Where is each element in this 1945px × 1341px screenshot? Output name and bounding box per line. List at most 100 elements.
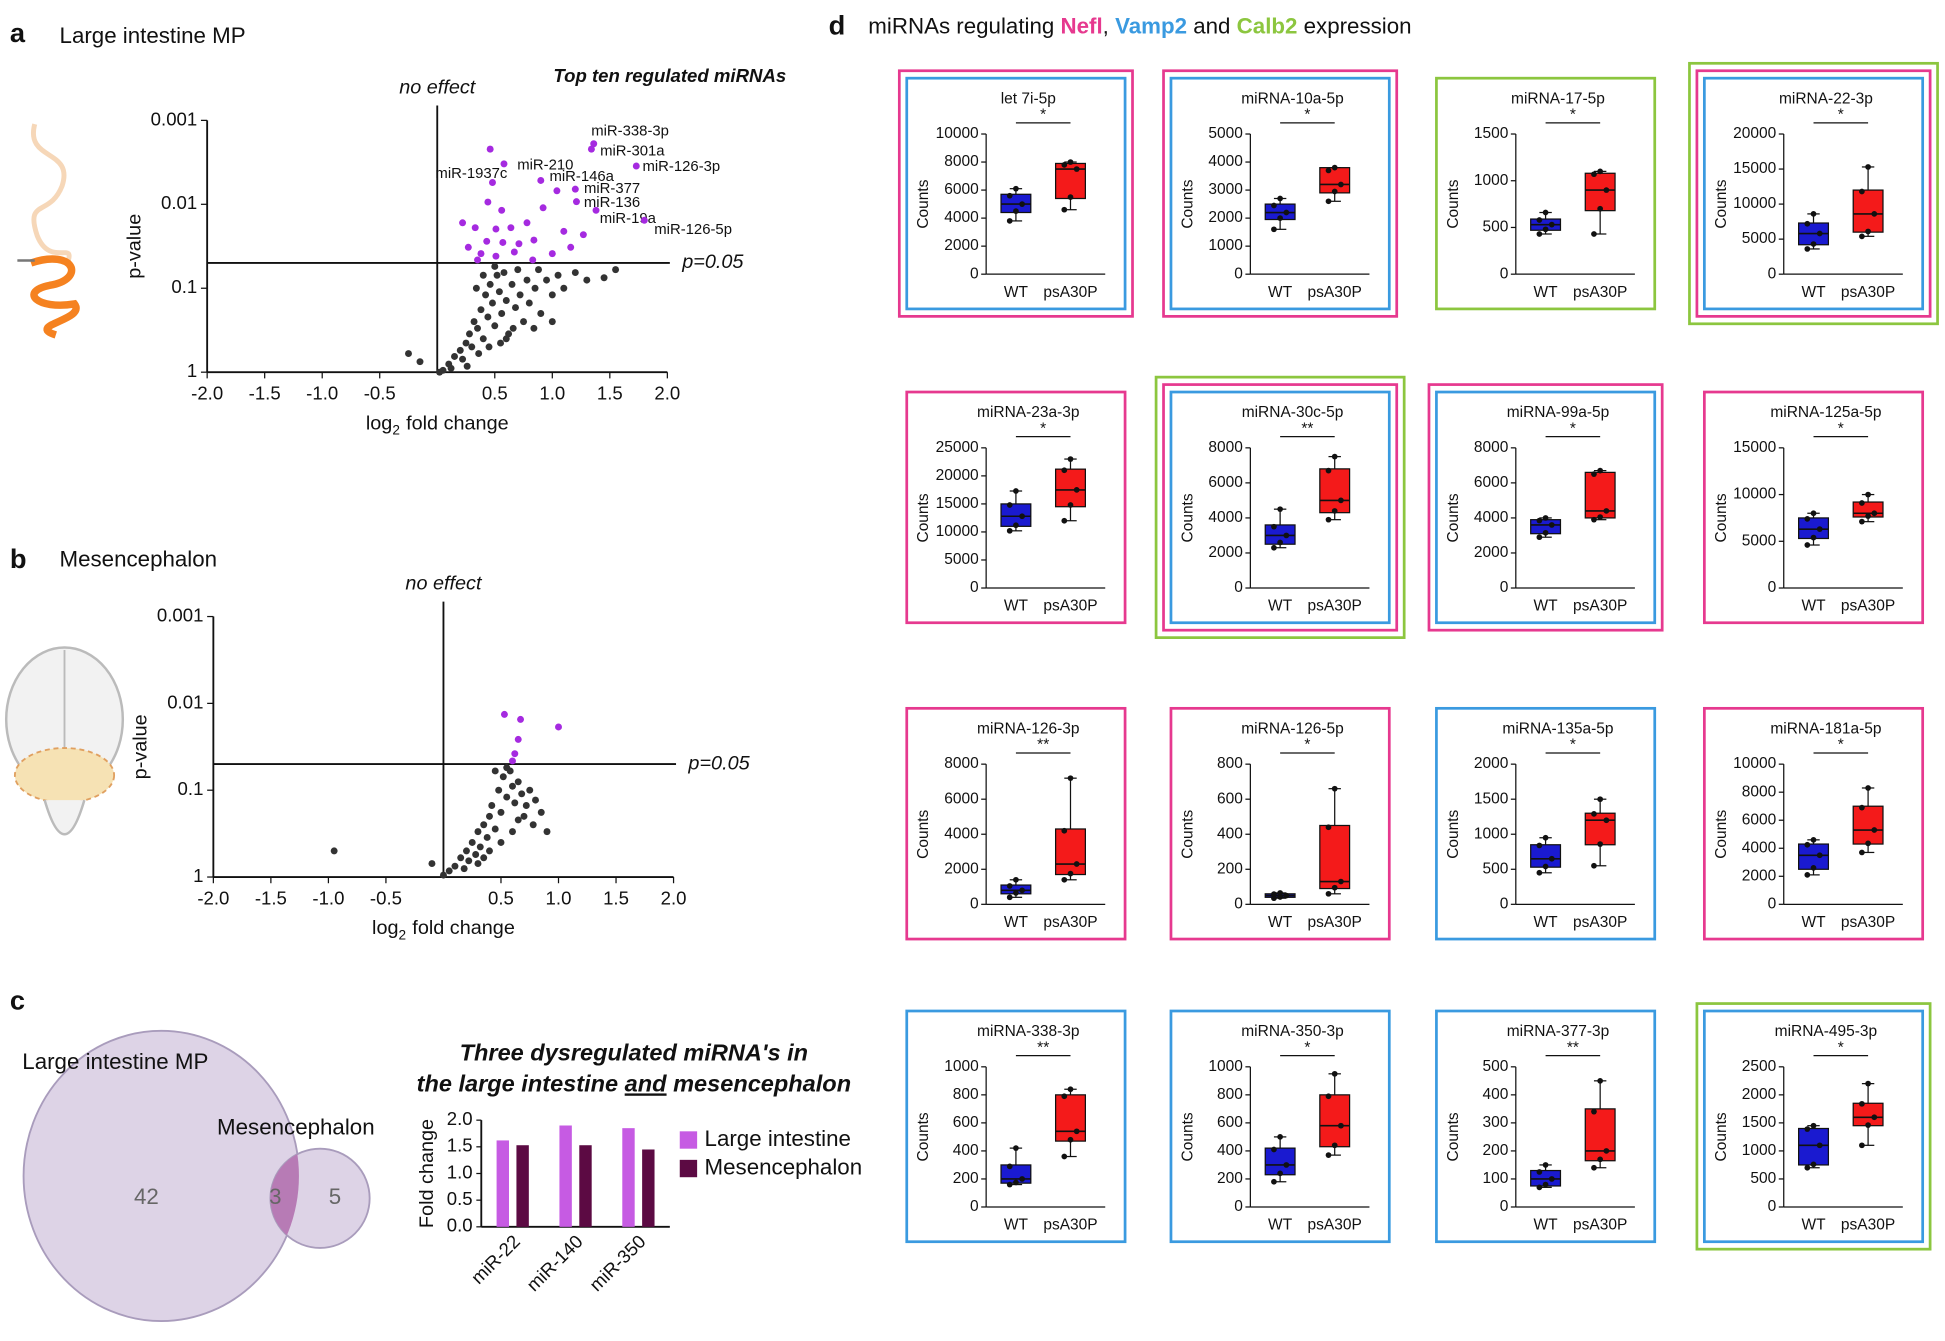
point — [572, 198, 580, 206]
x-tick-label: WT — [1004, 1217, 1029, 1234]
point — [1871, 1114, 1878, 1121]
y-tick-label: 1000 — [1208, 1058, 1243, 1075]
frame — [1702, 706, 1925, 941]
point — [491, 767, 499, 775]
frame — [1427, 383, 1664, 632]
point — [1271, 226, 1277, 233]
y-axis-label: p-value — [123, 214, 145, 279]
point — [484, 313, 492, 321]
point — [1073, 166, 1080, 172]
point — [548, 291, 556, 299]
title-part: , — [1103, 13, 1109, 38]
point — [612, 266, 620, 274]
x-tick-label: -0.5 — [364, 382, 396, 403]
x-tick-label: WT — [1534, 284, 1559, 301]
x-axis-label-part: log — [366, 413, 392, 435]
y-tick-label: 10000 — [936, 125, 979, 142]
y-tick-label: 10000 — [1733, 486, 1776, 503]
box — [1264, 1147, 1296, 1176]
point — [489, 299, 496, 307]
annotation: Top ten regulated miRNAs — [553, 65, 786, 86]
point — [1597, 1077, 1604, 1084]
point — [509, 324, 517, 332]
x-tick-label: 1.0 — [546, 887, 572, 908]
x-tick-label: psA30P — [1573, 284, 1627, 301]
y-tick-label: 200 — [953, 1170, 979, 1187]
point — [1061, 161, 1068, 168]
y-tick-label: 0.001 — [151, 108, 198, 129]
point — [560, 284, 568, 292]
point — [495, 288, 503, 296]
point — [1548, 1176, 1555, 1182]
point — [498, 310, 506, 317]
y-tick-label: 400 — [1217, 825, 1243, 842]
y-axis-label: Counts — [1445, 809, 1462, 858]
y-tick-label: 1500 — [1474, 790, 1509, 807]
point — [1271, 895, 1277, 902]
x-tick-label: -2.0 — [191, 382, 223, 403]
point — [539, 204, 547, 212]
point — [1013, 876, 1019, 883]
x-tick-label: 1.5 — [597, 382, 623, 403]
point — [1013, 1145, 1019, 1151]
point — [492, 225, 500, 233]
chart-title: miRNA-30c-5p — [1242, 404, 1344, 421]
x-tick-label: psA30P — [1308, 284, 1362, 301]
significance: * — [1838, 737, 1844, 754]
point — [474, 256, 481, 264]
point — [514, 266, 522, 274]
point — [416, 358, 424, 366]
point-label: miR-210 — [517, 158, 573, 174]
significance: * — [1570, 420, 1576, 437]
y-tick-label: 20000 — [1733, 125, 1776, 142]
point — [543, 828, 551, 836]
point — [1061, 827, 1068, 834]
point — [1006, 218, 1013, 224]
point — [1013, 1179, 1019, 1186]
point-label: miR-1937c — [435, 166, 507, 182]
y-tick-label: 4000 — [944, 825, 979, 842]
y-tick-label: 0 — [1234, 579, 1243, 596]
point — [1013, 488, 1019, 494]
box — [1319, 824, 1351, 890]
y-tick-label: 400 — [1217, 1142, 1243, 1159]
point — [1542, 863, 1549, 870]
y-tick-label: 6000 — [1208, 474, 1243, 491]
point — [1271, 891, 1277, 898]
point — [600, 274, 608, 282]
y-tick-label: 800 — [953, 1086, 979, 1103]
y-tick-label: 10000 — [1733, 195, 1776, 212]
y-tick-label: 2500 — [1742, 1058, 1777, 1075]
point — [405, 350, 412, 358]
point — [511, 750, 519, 758]
point — [507, 224, 515, 232]
title-part: mesencephalon — [673, 1071, 851, 1097]
point — [1591, 862, 1597, 869]
point — [1283, 532, 1290, 539]
y-tick-label: 4000 — [1474, 509, 1509, 526]
y-tick-label: 0 — [1500, 1198, 1509, 1215]
y-tick-label: 10000 — [1733, 755, 1776, 772]
point-label: miR-301a — [600, 144, 665, 160]
point — [579, 231, 587, 239]
y-tick-label: 2000 — [1208, 544, 1243, 561]
y-tick-label: 0.01 — [167, 691, 203, 712]
point — [479, 271, 487, 279]
x-tick-label: psA30P — [1043, 284, 1097, 301]
point — [1325, 198, 1332, 205]
significance: * — [1838, 106, 1844, 123]
point — [1013, 890, 1019, 896]
point — [495, 786, 503, 794]
point — [1591, 811, 1597, 817]
point — [522, 802, 530, 809]
y-tick-label: 6000 — [944, 181, 979, 198]
point — [1325, 167, 1332, 174]
panel-title: miRNAs regulating Nefl, Vamp2 and Calb2 … — [868, 13, 1411, 38]
point — [525, 299, 533, 307]
y-tick-label: 600 — [953, 1114, 979, 1131]
point — [1338, 497, 1344, 504]
venn-count: 3 — [269, 1184, 281, 1209]
point — [1325, 516, 1332, 523]
point — [486, 812, 493, 820]
